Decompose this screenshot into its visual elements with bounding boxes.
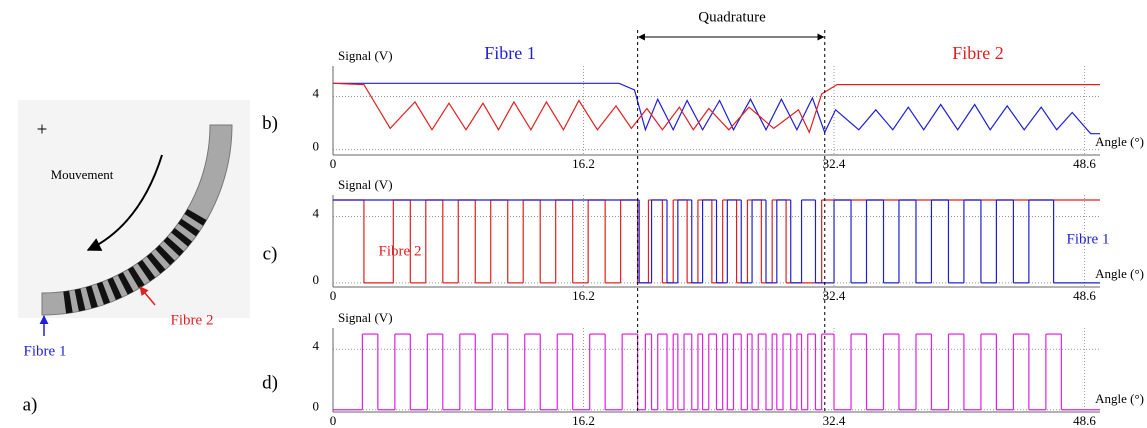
x-tick-label: 32.4 [823, 413, 846, 428]
y-tick-label: 0 [313, 399, 320, 414]
x-axis-label: Angle (°) [1095, 266, 1144, 281]
y-tick-label: 0 [313, 272, 320, 287]
x-tick-label: 0 [330, 413, 337, 428]
x-tick-label: 48.6 [1073, 156, 1096, 171]
x-tick-label: 48.6 [1073, 413, 1096, 428]
center-mark: + [37, 119, 48, 140]
x-tick-label: 16.2 [572, 288, 595, 303]
y-axis-label: Signal (V) [338, 177, 393, 192]
stripe [63, 290, 73, 314]
x-tick-label: 32.4 [823, 288, 846, 303]
stripe [146, 252, 166, 274]
stripe [184, 209, 207, 226]
panel-label: a) [23, 394, 38, 415]
stripe [137, 259, 156, 282]
stripe [96, 281, 111, 305]
y-tick-label: 0 [313, 139, 320, 154]
stripe [117, 272, 134, 295]
stripe [155, 245, 175, 266]
x-axis-label: Angle (°) [1095, 391, 1144, 406]
panel-a: + Mouvement Fibre 2 Fibre 1 a) [18, 100, 250, 415]
signal-line [333, 82, 1100, 135]
stripe [163, 236, 184, 257]
stripes [63, 209, 207, 314]
panel-label: d) [262, 372, 278, 393]
series-label: Fibre 1 [484, 43, 536, 63]
x-tick-label: 32.4 [823, 156, 846, 171]
quadrature-label: Quadrature [698, 9, 766, 25]
x-tick-label: 16.2 [572, 156, 595, 171]
y-tick-label: 4 [313, 206, 320, 221]
panel-label: c) [263, 243, 278, 264]
series-label: Fibre 1 [1067, 231, 1110, 247]
stripe [85, 285, 98, 309]
panel-label: b) [262, 113, 278, 134]
signal-line [332, 82, 1100, 135]
encoder-ring [41, 124, 233, 316]
stripe [107, 277, 122, 300]
y-axis-label: Signal (V) [338, 48, 393, 63]
x-axis-label: Angle (°) [1095, 134, 1144, 149]
fibre-2-arrow [139, 286, 156, 306]
fibre-2-label: Fibre 2 [171, 312, 214, 328]
stripe [171, 228, 193, 247]
x-tick-label: 0 [330, 156, 337, 171]
y-axis-label: Signal (V) [338, 310, 393, 325]
x-tick-label: 48.6 [1073, 288, 1096, 303]
stripe [127, 266, 145, 289]
fibre-1-label: Fibre 1 [24, 343, 67, 359]
stripe [178, 218, 200, 237]
x-tick-label: 16.2 [572, 413, 595, 428]
series-label: Fibre 2 [379, 243, 422, 259]
movement-arrow [86, 154, 163, 251]
x-tick-label: 0 [330, 288, 337, 303]
stripe [74, 288, 86, 312]
series-label: Fibre 2 [952, 43, 1004, 63]
y-tick-label: 4 [313, 338, 320, 353]
movement-label: Mouvement [51, 167, 114, 182]
y-tick-label: 4 [313, 86, 320, 101]
